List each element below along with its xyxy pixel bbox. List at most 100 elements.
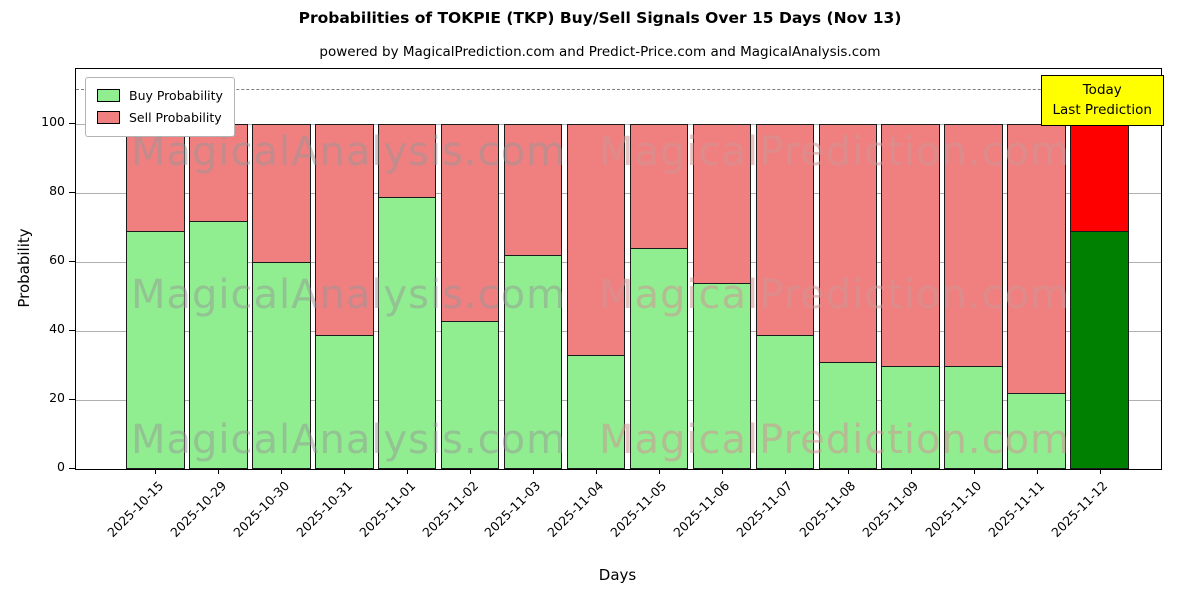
y-tick-label: 60 [49, 252, 65, 268]
stacked-bar [818, 124, 878, 469]
stacked-bar [944, 124, 1003, 469]
legend-entry-buy: Buy Probability [97, 85, 223, 107]
legend-label-sell: Sell Probability [129, 109, 222, 125]
bar-slot: 2025-11-04 [545, 69, 628, 540]
bar-slot: 2025-11-01 [356, 69, 439, 540]
bar-segment-sell [755, 124, 815, 335]
bar-slot: 2025-11-05 [608, 69, 691, 540]
x-tick-mark [784, 469, 786, 474]
bar-segment-sell [566, 124, 626, 356]
bar-segment-sell [881, 124, 940, 366]
bar-segment-sell [377, 124, 437, 197]
bar-segment-sell [315, 124, 374, 335]
x-tick-mark [973, 469, 975, 474]
chart-title: Probabilities of TOKPIE (TKP) Buy/Sell S… [298, 9, 902, 27]
bar-slot: 2025-10-15 [104, 69, 187, 540]
bar-segment-sell [1070, 124, 1129, 232]
y-tick-mark [69, 123, 75, 125]
watermark-prediction: MagicalPrediction.com [599, 272, 1070, 318]
y-tick-label: 40 [49, 321, 65, 337]
bar-segment-sell [818, 124, 878, 363]
stacked-bar [566, 124, 626, 469]
bar-segment-buy [1007, 393, 1066, 469]
bar-segment-buy [252, 262, 311, 469]
x-tick-mark [847, 469, 849, 474]
bar-slot: 2025-11-06 [671, 69, 753, 540]
x-tick-label: 2025-11-08 [796, 478, 859, 540]
x-tick-mark [281, 469, 283, 474]
annotation-line1: Today [1082, 82, 1122, 98]
x-tick-mark [658, 469, 660, 474]
y-tick-mark [69, 399, 75, 401]
today-annotation: Today Last Prediction [1040, 75, 1164, 126]
bar-slot: 2025-11-09 [859, 69, 942, 540]
bars-container: 2025-10-15 2025-10-29 2025-10-30 2025-10-31… [76, 69, 1161, 540]
bar-segment-buy [755, 334, 815, 469]
bar-segment-sell [252, 124, 311, 263]
x-tick-label: 2025-10-31 [292, 478, 355, 540]
bar-slot: 2025-11-03 [482, 69, 565, 540]
bar-slot: 2025-11-07 [733, 69, 816, 540]
y-tick-label: 100 [41, 114, 65, 130]
bar-segment-buy [189, 220, 248, 469]
bar-slot: 2025-10-29 [167, 69, 250, 540]
stacked-bar [252, 124, 311, 469]
x-tick-label: 2025-10-29 [167, 478, 230, 540]
bar-segment-buy [126, 231, 185, 469]
x-tick-label: 2025-11-09 [859, 478, 922, 540]
x-tick-mark [910, 469, 912, 474]
stacked-bar [126, 124, 185, 469]
legend-entry-sell: Sell Probability [97, 107, 223, 129]
watermark-prediction: MagicalPrediction.com [599, 129, 1070, 175]
watermark-analysis: MagicalAnalysis.com [131, 272, 567, 318]
bar-slot: 2025-11-02 [419, 69, 502, 540]
stacked-bar [503, 124, 563, 469]
stacked-bar [692, 124, 752, 469]
bar-segment-sell [1007, 124, 1066, 394]
x-tick-mark [407, 469, 409, 474]
bar-slot: 2025-11-08 [796, 69, 879, 540]
bar-segment-sell [126, 124, 185, 232]
legend-label-buy: Buy Probability [129, 88, 223, 103]
bar-slot: 2025-11-12 [1048, 69, 1131, 540]
stacked-bar [189, 124, 248, 469]
x-tick-mark [1036, 469, 1038, 474]
chart-subtitle: powered by MagicalPrediction.com and Pre… [319, 44, 881, 60]
y-tick-label: 20 [49, 390, 65, 406]
x-tick-label: 2025-10-15 [104, 478, 167, 540]
y-tick-label: 0 [57, 459, 65, 474]
x-tick-mark [1099, 469, 1101, 474]
y-tick-mark [69, 261, 75, 263]
y-tick-label: 80 [49, 183, 65, 199]
bar-segment-buy [377, 196, 437, 469]
y-tick-mark [69, 468, 75, 469]
bar-slot: 2025-11-10 [922, 69, 1005, 540]
stacked-bar [1070, 124, 1129, 469]
bar-segment-buy [566, 355, 626, 469]
buy-swatch-icon [97, 89, 120, 103]
stacked-bar [315, 124, 374, 469]
bar-slot: 2025-10-31 [293, 69, 376, 540]
bar-segment-buy [315, 334, 374, 469]
stacked-bar [881, 124, 940, 469]
bar-slot: 2025-11-11 [985, 69, 1068, 540]
x-axis-label: Days [598, 566, 637, 584]
x-tick-mark [470, 469, 472, 474]
stacked-bar [1007, 124, 1066, 469]
stacked-bar [377, 124, 437, 469]
bar-segment-buy [629, 248, 689, 469]
bar-segment-sell [189, 124, 248, 221]
stacked-bar [629, 124, 689, 469]
x-tick-label: 2025-11-04 [544, 478, 607, 540]
bar-segment-buy [503, 255, 563, 469]
legend: Buy Probability Sell Probability [85, 77, 235, 137]
x-tick-mark [344, 469, 346, 474]
x-tick-label: 2025-11-01 [355, 478, 418, 540]
x-tick-label: 2025-11-10 [922, 478, 985, 540]
x-tick-mark [155, 469, 157, 474]
x-tick-label: 2025-11-06 [670, 478, 733, 540]
y-tick-mark [69, 330, 75, 332]
x-tick-label: 2025-11-11 [985, 478, 1048, 540]
stacked-bar [440, 124, 500, 469]
